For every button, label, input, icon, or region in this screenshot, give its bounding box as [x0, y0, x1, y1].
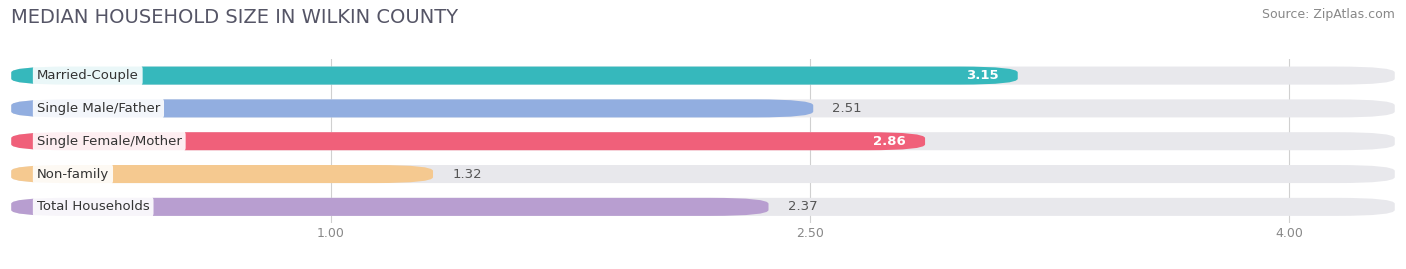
- FancyBboxPatch shape: [11, 66, 1395, 85]
- Text: Source: ZipAtlas.com: Source: ZipAtlas.com: [1261, 8, 1395, 21]
- Text: Single Female/Mother: Single Female/Mother: [37, 135, 181, 148]
- Text: Married-Couple: Married-Couple: [37, 69, 139, 82]
- Text: 2.51: 2.51: [832, 102, 862, 115]
- FancyBboxPatch shape: [11, 198, 769, 216]
- Text: 1.32: 1.32: [453, 168, 482, 180]
- FancyBboxPatch shape: [11, 132, 925, 150]
- Text: MEDIAN HOUSEHOLD SIZE IN WILKIN COUNTY: MEDIAN HOUSEHOLD SIZE IN WILKIN COUNTY: [11, 8, 458, 27]
- FancyBboxPatch shape: [11, 165, 1395, 183]
- Text: 3.15: 3.15: [966, 69, 998, 82]
- FancyBboxPatch shape: [11, 165, 433, 183]
- FancyBboxPatch shape: [11, 132, 1395, 150]
- Text: Single Male/Father: Single Male/Father: [37, 102, 160, 115]
- Text: 2.37: 2.37: [787, 200, 817, 213]
- FancyBboxPatch shape: [11, 66, 1018, 85]
- FancyBboxPatch shape: [11, 99, 813, 118]
- Text: 2.86: 2.86: [873, 135, 905, 148]
- Text: Non-family: Non-family: [37, 168, 110, 180]
- FancyBboxPatch shape: [11, 198, 1395, 216]
- Text: Total Households: Total Households: [37, 200, 149, 213]
- FancyBboxPatch shape: [11, 99, 1395, 118]
